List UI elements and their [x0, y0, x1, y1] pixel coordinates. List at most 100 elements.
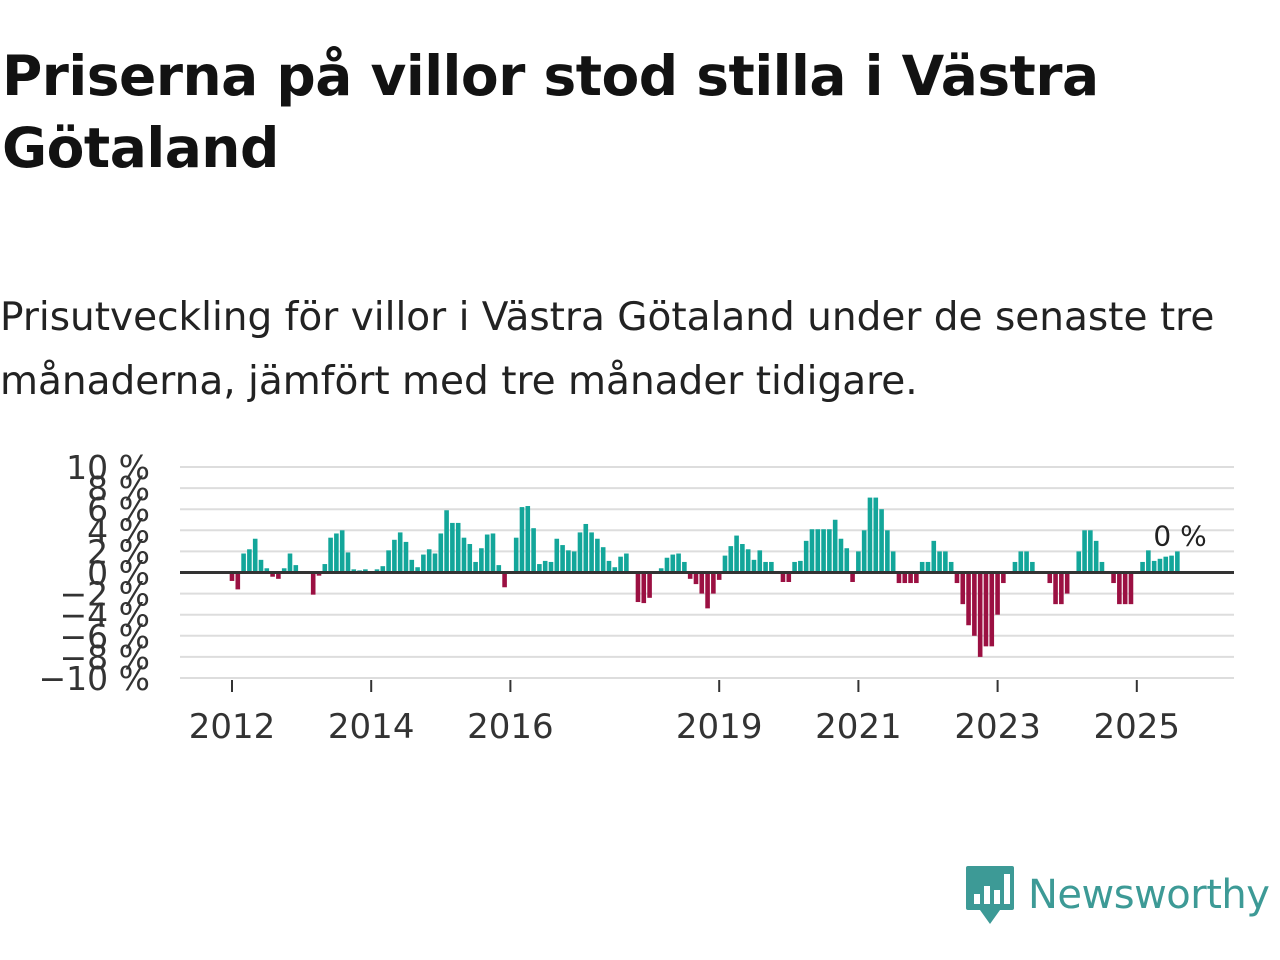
- bar: [415, 567, 420, 573]
- bar: [600, 547, 606, 573]
- bar: [728, 546, 734, 573]
- bar: [1088, 530, 1093, 573]
- bar: [786, 572, 792, 582]
- bar: [664, 557, 670, 573]
- bar: [577, 532, 583, 573]
- bar: [693, 572, 699, 585]
- bar: [252, 538, 258, 573]
- bar: [281, 568, 287, 573]
- bar: [583, 523, 589, 573]
- bar: [943, 551, 948, 573]
- x-tick-label: 2025: [1094, 707, 1181, 747]
- bar: [844, 548, 850, 573]
- bar: [624, 553, 629, 573]
- bar: [1175, 551, 1180, 573]
- bar: [687, 572, 693, 579]
- bar: [409, 559, 415, 573]
- bar: [1064, 572, 1070, 594]
- bar: [455, 522, 461, 573]
- bar: [780, 572, 786, 582]
- bar: [838, 538, 844, 573]
- y-tick-label: 8 %: [87, 469, 150, 508]
- bar: [815, 529, 821, 573]
- bar: [484, 534, 490, 573]
- bar: [276, 572, 281, 579]
- bar: [977, 572, 983, 657]
- bar: [769, 561, 774, 573]
- bar: [270, 572, 275, 577]
- bar: [763, 561, 768, 573]
- bar: [571, 551, 577, 573]
- bar: [374, 569, 380, 573]
- bar: [925, 561, 931, 573]
- y-tick-label: −2 %: [60, 575, 151, 614]
- bar: [548, 561, 554, 573]
- bar: [931, 540, 937, 573]
- bar: [473, 561, 478, 573]
- y-tick-label: 4 %: [87, 511, 150, 550]
- bar: [618, 556, 623, 573]
- bar: [490, 533, 496, 573]
- bar: [1059, 572, 1064, 605]
- bar: [1024, 551, 1029, 573]
- bar: [566, 550, 571, 573]
- bar: [264, 568, 270, 573]
- y-tick-label: −8 %: [60, 638, 151, 677]
- bar: [386, 550, 391, 573]
- bar: [328, 537, 333, 573]
- bar: [525, 506, 531, 573]
- bar: [803, 540, 809, 573]
- bar: [908, 572, 913, 584]
- bar: [861, 530, 867, 573]
- bar: [397, 532, 403, 573]
- bar: [960, 572, 966, 605]
- bar: [705, 572, 710, 609]
- bar: [351, 569, 357, 573]
- bar: [1146, 550, 1151, 573]
- bar: [1076, 551, 1082, 573]
- bar: [606, 560, 612, 573]
- bar: [1001, 572, 1006, 584]
- bar: [989, 572, 995, 647]
- bar: [699, 572, 705, 594]
- bar: [392, 539, 397, 573]
- y-tick-label: 10 %: [66, 448, 150, 487]
- bar: [1163, 556, 1169, 573]
- bar: [867, 497, 873, 573]
- bar: [595, 538, 600, 573]
- bar: [426, 549, 432, 573]
- bar: [403, 541, 409, 573]
- bar: [856, 551, 861, 573]
- bar: [740, 544, 745, 573]
- bar: [734, 535, 739, 573]
- bar: [902, 572, 908, 584]
- x-tick-label: 2016: [467, 707, 554, 747]
- newsworthy-logo: Newsworthy: [964, 864, 1270, 926]
- bar: [537, 564, 542, 573]
- bar: [479, 548, 484, 573]
- y-tick-label: 6 %: [87, 490, 150, 529]
- bar: [531, 528, 536, 573]
- bar: [792, 561, 797, 573]
- bar: [450, 522, 455, 573]
- bar: [316, 572, 322, 576]
- bar: [722, 555, 728, 573]
- bar: [1093, 540, 1099, 573]
- y-tick-label: 2 %: [87, 532, 150, 571]
- bar: [1117, 572, 1122, 605]
- bar: [827, 529, 832, 573]
- bar: [496, 565, 502, 573]
- bar: [589, 532, 594, 573]
- x-tick-label: 2019: [676, 707, 763, 747]
- bar: [937, 551, 942, 573]
- chart-subtitle: Prisutveckling för villor i Västra Götal…: [0, 295, 1215, 404]
- x-tick-label: 2023: [954, 707, 1041, 747]
- bar: [873, 497, 879, 573]
- bar: [287, 553, 293, 573]
- bar-chart: −10 %−8 %−6 %−4 %−2 %0 %2 %4 %6 %8 %10 %…: [39, 448, 1234, 747]
- bar: [334, 533, 339, 573]
- bar: [502, 572, 507, 588]
- bar: [1111, 572, 1116, 584]
- last-value-label: 0 %: [1153, 519, 1206, 552]
- bar: [1047, 572, 1053, 584]
